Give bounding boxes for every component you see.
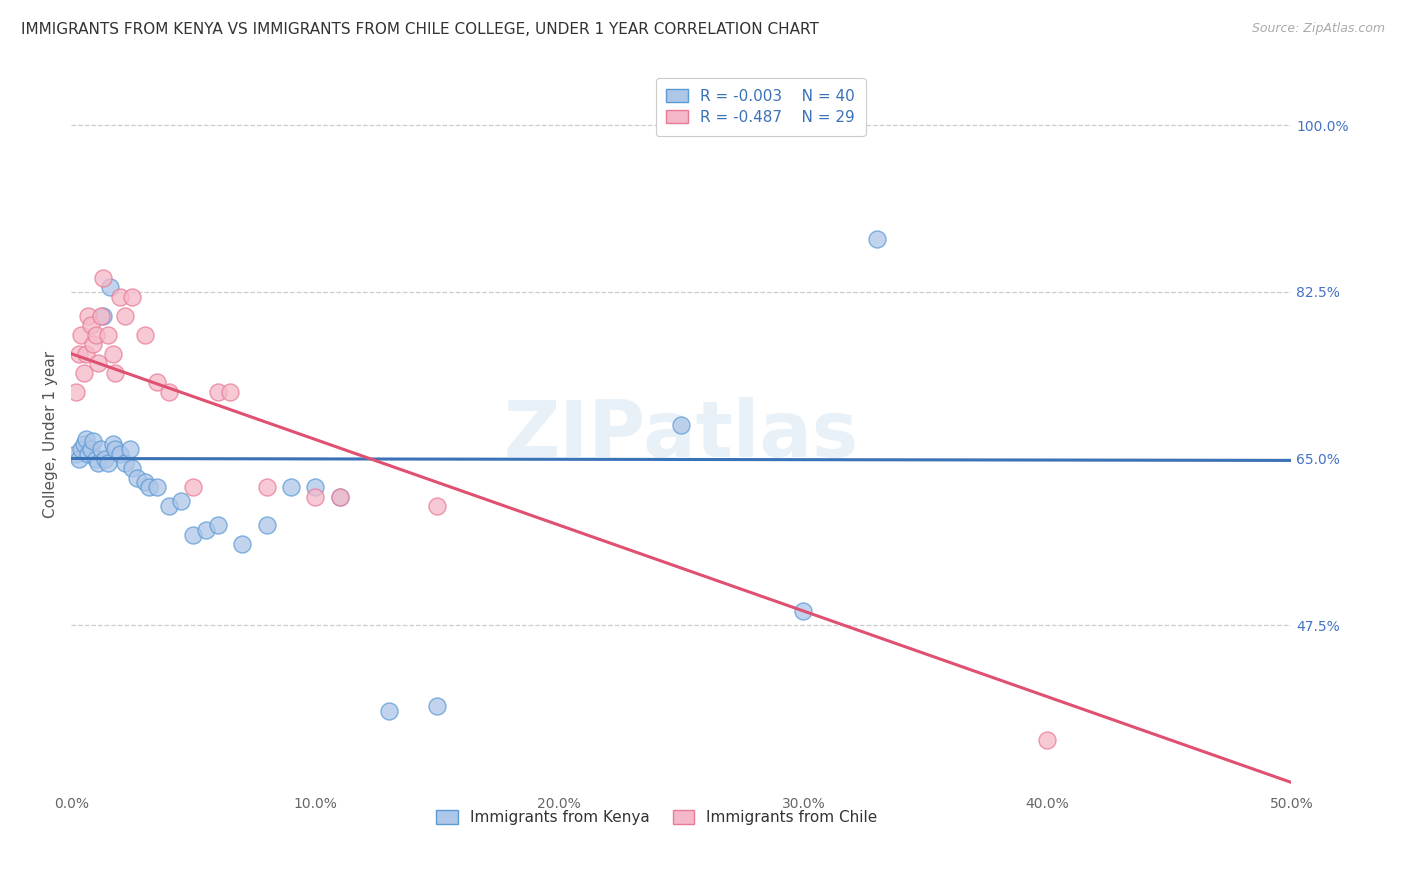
Point (91, 270, 114, 285)
Point (138, 480, 160, 494)
Point (671, 418, 693, 433)
Point (134, 327, 156, 342)
Point (256, 480, 278, 494)
Point (304, 490, 326, 504)
Point (104, 366, 127, 380)
Point (77, 309, 100, 323)
Point (181, 527, 204, 541)
Point (98, 280, 121, 294)
Point (87, 456, 110, 470)
Point (792, 604, 814, 618)
Point (75, 347, 97, 361)
Point (94, 451, 117, 466)
Point (101, 347, 124, 361)
Text: ZIPatlas: ZIPatlas (503, 397, 859, 473)
Point (118, 442, 141, 456)
Point (127, 470, 149, 484)
Point (865, 232, 887, 246)
Point (114, 456, 136, 470)
Point (157, 384, 180, 399)
Point (145, 480, 167, 494)
Point (65, 384, 87, 399)
Point (114, 309, 136, 323)
Text: Source: ZipAtlas.com: Source: ZipAtlas.com (1251, 22, 1385, 36)
Point (145, 376, 167, 390)
Point (426, 699, 449, 714)
Point (91, 309, 114, 323)
Point (77, 447, 100, 461)
Point (426, 499, 449, 513)
Text: IMMIGRANTS FROM KENYA VS IMMIGRANTS FROM CHILE COLLEGE, UNDER 1 YEAR CORRELATION: IMMIGRANTS FROM KENYA VS IMMIGRANTS FROM… (21, 22, 818, 37)
Point (134, 475, 156, 490)
Point (82, 434, 104, 449)
Point (219, 384, 242, 399)
Point (75, 433, 97, 447)
Point (207, 518, 229, 533)
Point (97, 456, 120, 470)
Point (1036, 732, 1059, 747)
Point (108, 289, 131, 303)
Point (67, 451, 90, 466)
Point (67, 347, 90, 361)
Point (181, 480, 204, 494)
Point (280, 480, 302, 494)
Point (207, 384, 229, 399)
Point (108, 447, 131, 461)
Point (90, 442, 112, 456)
Point (80, 442, 103, 456)
Point (65, 447, 87, 461)
Point (70, 442, 93, 456)
Point (87, 356, 110, 370)
Y-axis label: College, Under 1 year: College, Under 1 year (44, 351, 58, 518)
Point (170, 494, 193, 508)
Point (194, 523, 217, 537)
Point (256, 518, 278, 533)
Point (231, 537, 253, 551)
Point (72, 437, 94, 451)
Point (157, 499, 180, 513)
Point (377, 704, 399, 718)
Point (121, 289, 143, 303)
Point (101, 437, 124, 451)
Point (97, 327, 120, 342)
Point (70, 327, 93, 342)
Point (104, 442, 127, 456)
Point (72, 366, 94, 380)
Point (121, 461, 143, 475)
Legend: Immigrants from Kenya, Immigrants from Chile: Immigrants from Kenya, Immigrants from C… (427, 801, 887, 834)
Point (84, 451, 107, 466)
Point (84, 327, 107, 342)
Point (90, 309, 112, 323)
Point (329, 490, 352, 504)
Point (329, 490, 352, 504)
Point (80, 318, 103, 333)
Point (82, 337, 104, 351)
Point (304, 480, 326, 494)
